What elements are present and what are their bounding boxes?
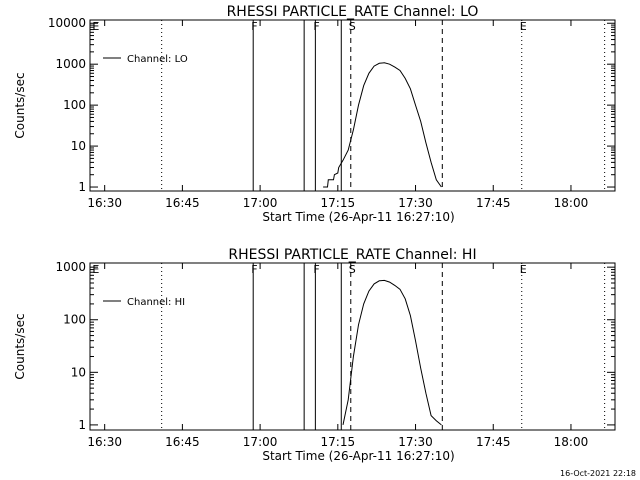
panels-layer: RHESSI PARTICLE_RATE Channel: LO E F F S E 16:… [13, 4, 616, 463]
flag-label: F [313, 20, 319, 33]
y-tick-label: 10 [71, 139, 86, 153]
x-tick-label: 16:30 [87, 435, 122, 449]
x-axis-label: Start Time (26-Apr-11 16:27:10) [262, 449, 454, 463]
x-tick-label: 16:45 [165, 196, 200, 210]
y-tick-label: 1 [78, 180, 86, 194]
legend-entry: Channel: LO [127, 54, 188, 65]
x-tick-label: 17:00 [243, 196, 278, 210]
x-tick-label: 17:30 [398, 196, 433, 210]
x-tick-label: 16:45 [165, 435, 200, 449]
flag-label: E [520, 263, 527, 276]
x-tick-label: 16:30 [87, 196, 122, 210]
y-tick-label: 1 [78, 418, 86, 432]
series-line [342, 279, 442, 426]
x-axis-label: Start Time (26-Apr-11 16:27:10) [262, 210, 454, 224]
y-axis-label: Counts/sec [13, 313, 27, 379]
x-tick-label: 17:00 [243, 435, 278, 449]
flag-label: F [313, 263, 319, 276]
x-tick-label: 18:00 [554, 196, 589, 210]
panel-2: RHESSI PARTICLE_RATE Channel: HI E F F S E 16:… [13, 247, 616, 463]
x-tick-label: 17:45 [476, 435, 511, 449]
y-tick-label: 10 [71, 365, 86, 379]
x-tick-label: 17:45 [476, 196, 511, 210]
y-tick-label: 100 [63, 98, 86, 112]
timestamp-label: 16-Oct-2021 22:18 [560, 469, 636, 478]
y-tick-label: 1000 [55, 260, 86, 274]
y-axis-label: Counts/sec [13, 72, 27, 138]
x-tick-label: 17:15 [321, 196, 356, 210]
flag-label: S [349, 263, 356, 276]
flag-label: F [251, 263, 257, 276]
y-tick-label: 10000 [48, 16, 86, 30]
flag-label: E [92, 263, 99, 276]
chart-title: RHESSI PARTICLE_RATE Channel: LO [227, 4, 479, 20]
panel-1: RHESSI PARTICLE_RATE Channel: LO E F F S E 16:… [13, 4, 616, 224]
flag-label: F [251, 20, 257, 33]
plot-frame [89, 262, 616, 431]
flag-label: S [349, 20, 356, 33]
series-line [323, 62, 442, 188]
y-tick-label: 100 [63, 313, 86, 327]
flag-label: E [92, 20, 99, 33]
x-tick-label: 17:30 [398, 435, 433, 449]
chart-title: RHESSI PARTICLE_RATE Channel: HI [228, 247, 476, 263]
x-tick-label: 17:15 [321, 435, 356, 449]
legend-entry: Channel: HI [127, 297, 185, 308]
flag-label: E [520, 20, 527, 33]
x-tick-label: 18:00 [554, 435, 589, 449]
y-tick-label: 1000 [55, 57, 86, 71]
